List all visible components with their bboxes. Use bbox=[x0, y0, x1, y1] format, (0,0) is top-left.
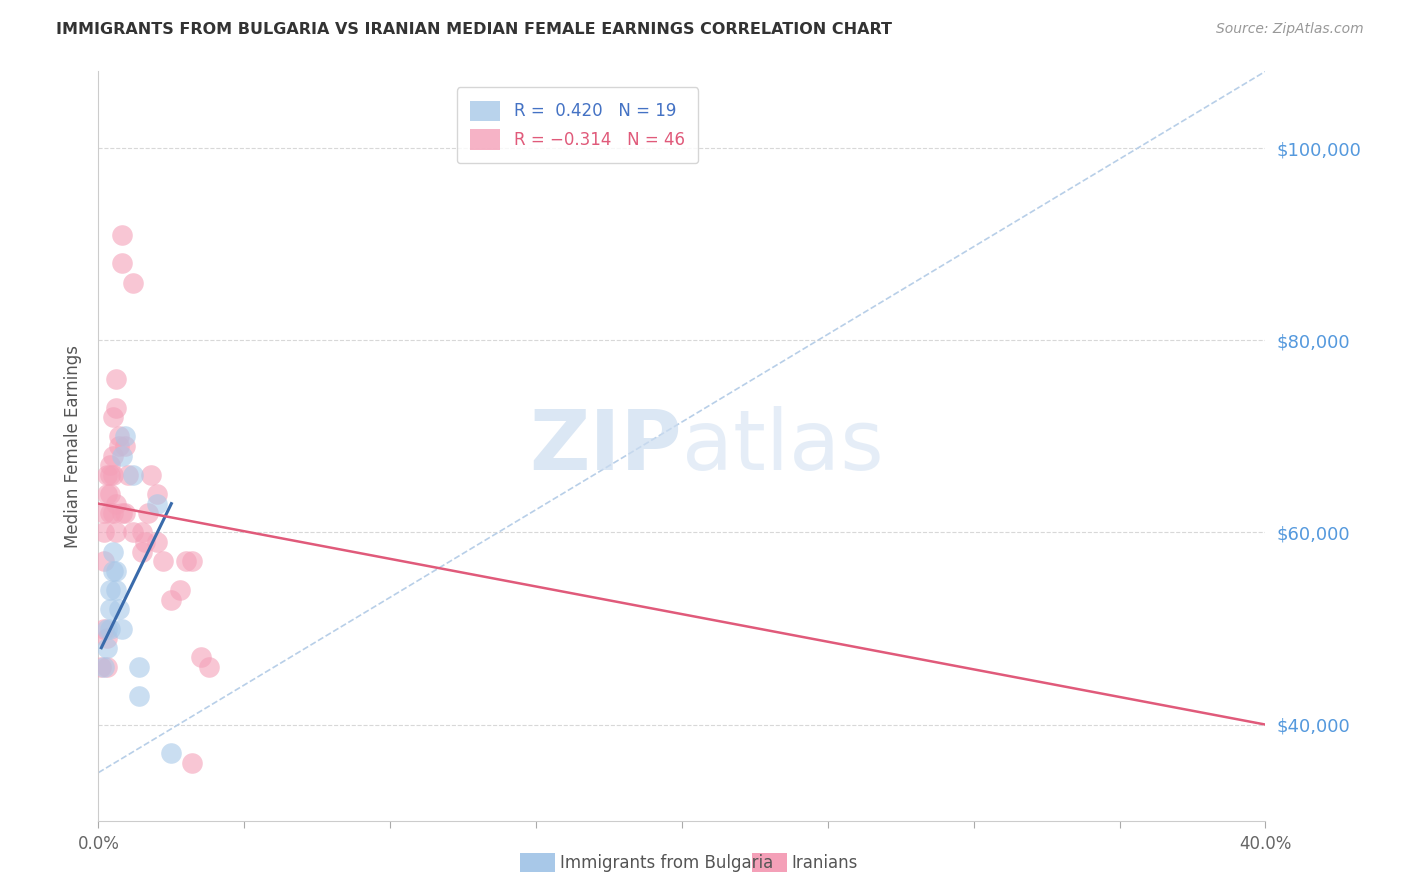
Point bbox=[131, 544, 153, 558]
Point bbox=[101, 506, 124, 520]
Legend: R =  0.420   N = 19, R = −0.314   N = 46: R = 0.420 N = 19, R = −0.314 N = 46 bbox=[457, 87, 697, 163]
Point bbox=[136, 506, 159, 520]
Point bbox=[98, 458, 121, 473]
Point bbox=[146, 487, 169, 501]
Point bbox=[104, 497, 127, 511]
Point bbox=[93, 622, 115, 636]
Point bbox=[98, 602, 121, 616]
Point bbox=[180, 554, 202, 568]
Point bbox=[93, 506, 115, 520]
Point bbox=[180, 756, 202, 770]
Point bbox=[93, 525, 115, 540]
Point bbox=[190, 650, 212, 665]
Point bbox=[122, 276, 145, 290]
Y-axis label: Median Female Earnings: Median Female Earnings bbox=[63, 344, 82, 548]
Point bbox=[104, 525, 127, 540]
Point bbox=[146, 497, 169, 511]
Point bbox=[134, 535, 156, 549]
Text: Iranians: Iranians bbox=[792, 854, 858, 871]
Text: IMMIGRANTS FROM BULGARIA VS IRANIAN MEDIAN FEMALE EARNINGS CORRELATION CHART: IMMIGRANTS FROM BULGARIA VS IRANIAN MEDI… bbox=[56, 22, 893, 37]
Point bbox=[198, 660, 221, 674]
Point bbox=[96, 631, 118, 645]
Point bbox=[98, 506, 121, 520]
Point bbox=[98, 487, 121, 501]
Point bbox=[160, 592, 183, 607]
Point bbox=[122, 467, 145, 482]
Point bbox=[146, 535, 169, 549]
Point bbox=[98, 583, 121, 598]
Point bbox=[104, 564, 127, 578]
Point bbox=[152, 554, 174, 568]
Point bbox=[104, 583, 127, 598]
Point bbox=[108, 602, 131, 616]
Text: Source: ZipAtlas.com: Source: ZipAtlas.com bbox=[1216, 22, 1364, 37]
Point bbox=[111, 506, 134, 520]
Point bbox=[111, 227, 134, 242]
Point bbox=[111, 449, 134, 463]
Point bbox=[174, 554, 197, 568]
Text: Immigrants from Bulgaria: Immigrants from Bulgaria bbox=[560, 854, 773, 871]
Point bbox=[114, 439, 136, 453]
Point bbox=[169, 583, 191, 598]
Point bbox=[108, 429, 131, 443]
Point bbox=[96, 467, 118, 482]
Point bbox=[114, 506, 136, 520]
Point bbox=[96, 640, 118, 655]
Point bbox=[98, 622, 121, 636]
Point bbox=[101, 467, 124, 482]
Point bbox=[111, 622, 134, 636]
Point bbox=[96, 622, 118, 636]
Point bbox=[101, 564, 124, 578]
Point bbox=[104, 401, 127, 415]
Point bbox=[114, 429, 136, 443]
Point bbox=[101, 544, 124, 558]
Point bbox=[131, 525, 153, 540]
Point bbox=[128, 660, 150, 674]
Point bbox=[128, 689, 150, 703]
Point bbox=[122, 525, 145, 540]
Point bbox=[93, 660, 115, 674]
Point bbox=[101, 410, 124, 425]
Point bbox=[98, 467, 121, 482]
Text: ZIP: ZIP bbox=[530, 406, 682, 486]
Point bbox=[104, 372, 127, 386]
Point bbox=[93, 554, 115, 568]
Text: atlas: atlas bbox=[682, 406, 883, 486]
Point bbox=[117, 467, 139, 482]
Point bbox=[96, 660, 118, 674]
Point bbox=[90, 660, 112, 674]
Point bbox=[111, 256, 134, 270]
Point bbox=[96, 487, 118, 501]
Point bbox=[108, 439, 131, 453]
Point bbox=[101, 449, 124, 463]
Point bbox=[160, 747, 183, 761]
Point bbox=[139, 467, 162, 482]
